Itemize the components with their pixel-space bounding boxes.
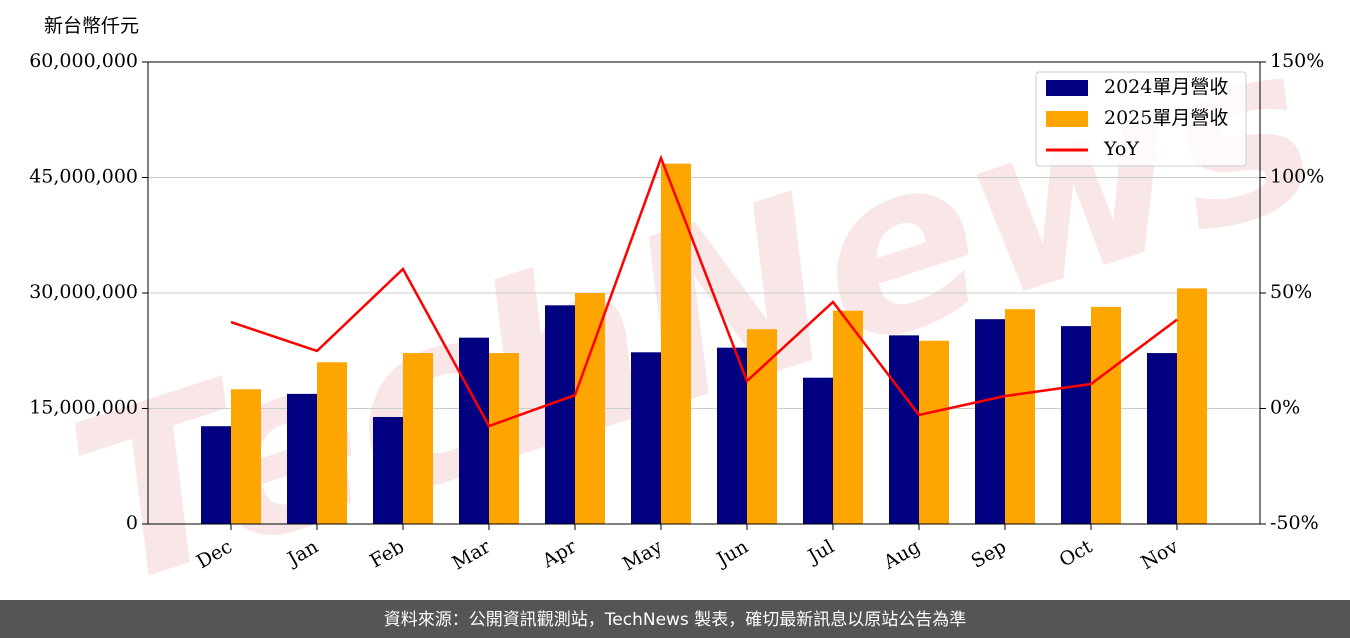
- legend-box: [1035, 71, 1247, 167]
- bar: [1061, 326, 1091, 524]
- bar: [403, 353, 433, 524]
- bar: [231, 389, 261, 524]
- bar: [889, 335, 919, 524]
- bar: [833, 310, 863, 524]
- bar: [489, 353, 519, 524]
- x-tick-label: May: [619, 535, 666, 575]
- footer-bar: [0, 600, 1350, 638]
- y2-tick-label: -50%: [1270, 512, 1319, 534]
- y-tick-label: 60,000,000: [29, 50, 138, 72]
- bar: [631, 352, 661, 524]
- bar: [317, 362, 347, 524]
- y-tick-label: 45,000,000: [29, 166, 138, 188]
- y-tick-label: 15,000,000: [29, 397, 138, 419]
- bar: [661, 163, 691, 524]
- legend-label: 2024單月營收: [1104, 76, 1228, 98]
- footer-text: 資料來源：公開資訊觀測站，TechNews 製表，確切最新訊息以原站公告為準: [384, 610, 966, 630]
- y2-tick-label: 150%: [1270, 50, 1324, 72]
- x-tick-label: Jul: [803, 536, 838, 569]
- bar: [1091, 306, 1121, 524]
- plot-frame: [147, 61, 1261, 525]
- x-tick-label: Oct: [1056, 535, 1097, 571]
- bar: [1147, 353, 1177, 524]
- x-tick-label: Jun: [711, 536, 752, 572]
- bar: [575, 293, 605, 524]
- bar: [717, 347, 747, 524]
- bar: [545, 305, 575, 524]
- bar: [1177, 288, 1207, 524]
- legend-label: YoY: [1103, 138, 1139, 160]
- bar: [373, 416, 403, 524]
- y2-tick-label: 100%: [1270, 166, 1324, 188]
- bar: [919, 340, 949, 524]
- y-unit: 新台幣仟元: [44, 15, 139, 37]
- legend-swatch: [1046, 80, 1088, 96]
- x-tick-label: Nov: [1137, 535, 1182, 574]
- bar: [803, 377, 833, 524]
- x-tick-label: Apr: [538, 535, 581, 572]
- legend-label: 2025單月營收: [1104, 107, 1228, 129]
- x-tick-label: Mar: [448, 535, 494, 574]
- legend-swatch: [1046, 111, 1088, 127]
- bar: [201, 426, 231, 524]
- bar: [975, 319, 1005, 524]
- x-tick-label: Sep: [967, 536, 1010, 573]
- y-tick-label: 30,000,000: [29, 281, 138, 303]
- bar: [459, 337, 489, 524]
- y-tick-label: 0: [126, 512, 138, 534]
- y2-tick-label: 50%: [1270, 281, 1312, 303]
- line: [230, 154, 1178, 428]
- bar: [287, 393, 317, 524]
- bar: [1005, 309, 1035, 524]
- bar: [747, 329, 777, 524]
- y2-tick-label: 0%: [1270, 397, 1300, 419]
- x-tick-label: Aug: [879, 536, 924, 575]
